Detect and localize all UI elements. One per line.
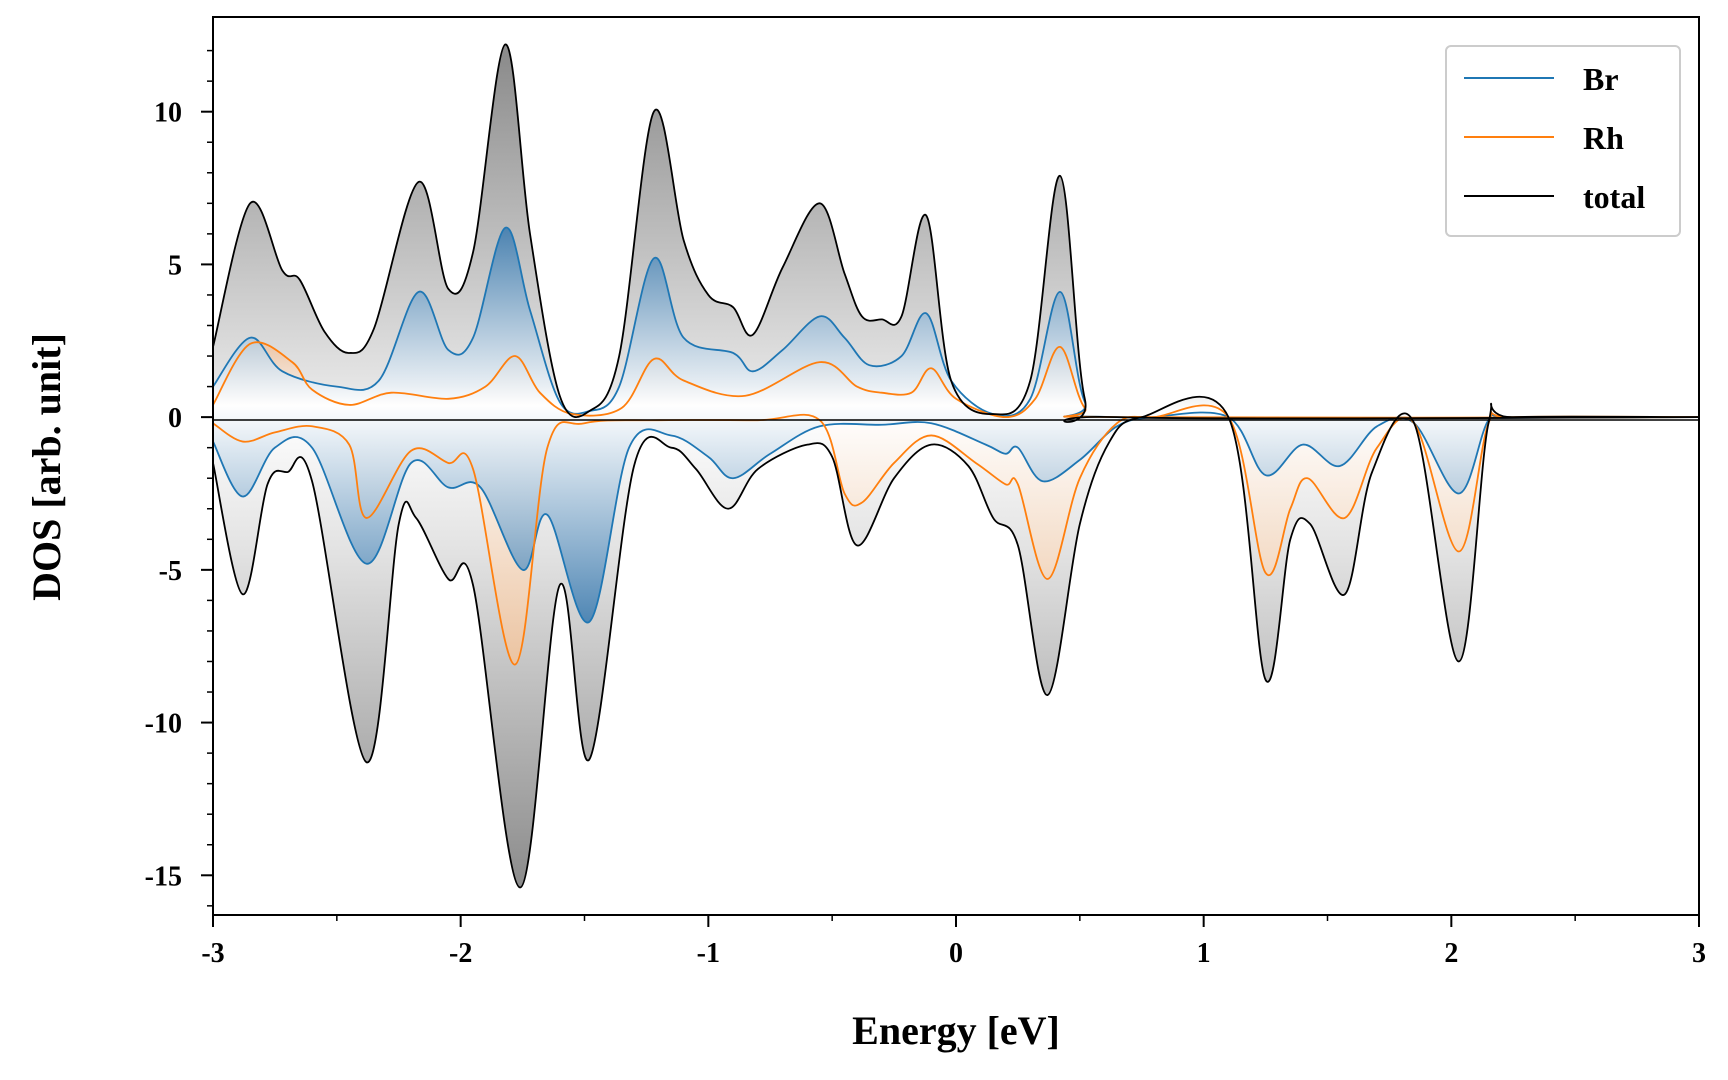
y-tick-label: -5 [159, 556, 182, 587]
fill-br-down [213, 412, 1699, 623]
legend-label-total: total [1583, 179, 1645, 215]
series-line-br-up [213, 226, 1699, 420]
x-tick-label: -3 [201, 938, 224, 969]
x-tick-label: 0 [949, 938, 963, 969]
fill-br-up [213, 227, 1699, 419]
x-tick-label: -2 [449, 938, 472, 969]
y-tick-label: 0 [168, 403, 182, 434]
legend: Br Rh total [1445, 45, 1681, 237]
dos-curves [213, 43, 1699, 889]
series-line-total-down [213, 395, 1699, 889]
x-tick-label: 3 [1692, 938, 1706, 969]
y-tick-label: 5 [168, 250, 182, 281]
y-tick-label: -10 [145, 709, 182, 740]
y-axis-ticks: 10 5 0 -5 -10 -15 [145, 49, 213, 907]
x-axis-label: Energy [eV] [852, 1008, 1060, 1053]
series-line-rh-up [213, 341, 1699, 419]
x-tick-label: 1 [1197, 938, 1211, 969]
legend-label-rh: Rh [1583, 120, 1624, 156]
x-tick-label: -1 [697, 938, 720, 969]
y-tick-label: -15 [145, 861, 182, 892]
series-line-rh-down [213, 404, 1699, 666]
series-line-br-down [213, 411, 1699, 624]
fill-rh-down [213, 405, 1699, 665]
dos-fills [213, 44, 1699, 888]
series-line-total-up [213, 43, 1699, 423]
y-axis-label: DOS [arb. unit] [24, 333, 69, 601]
y-tick-label: 10 [154, 98, 182, 129]
legend-box [1445, 45, 1681, 237]
x-tick-label: 2 [1444, 938, 1458, 969]
x-axis-ticks: -3 -2 -1 0 1 2 3 [201, 915, 1706, 969]
legend-label-br: Br [1583, 61, 1619, 97]
